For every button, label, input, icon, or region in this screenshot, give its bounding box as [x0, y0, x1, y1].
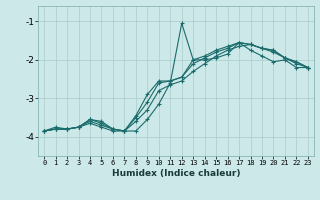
X-axis label: Humidex (Indice chaleur): Humidex (Indice chaleur): [112, 169, 240, 178]
